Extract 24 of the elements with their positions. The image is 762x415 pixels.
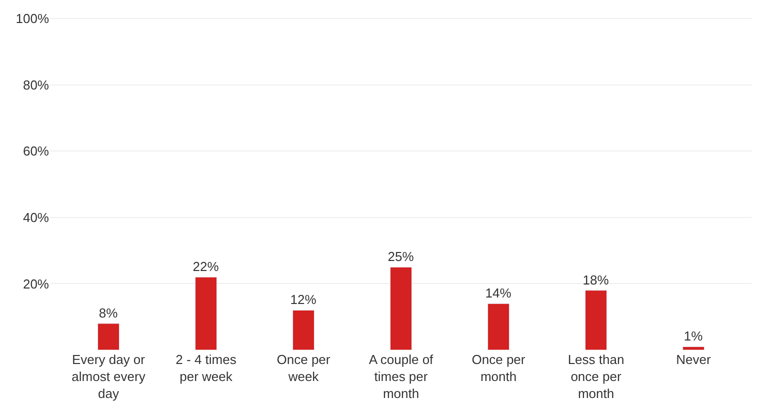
data-label: 12% [290, 292, 317, 308]
y-tick-label: 100% [16, 11, 50, 26]
x-tick-label: Once per month [472, 352, 526, 384]
bar [585, 290, 607, 350]
bar [682, 346, 704, 350]
y-tick-label: 40% [22, 210, 50, 225]
bar [292, 310, 314, 350]
data-label: 25% [388, 249, 414, 264]
data-label: 8% [98, 305, 118, 320]
x-tick-label: Never [676, 352, 712, 367]
x-tick-label: 2 - 4 times per week [176, 352, 237, 384]
y-tick-label: 80% [22, 77, 50, 92]
bar [98, 323, 120, 350]
x-tick-label: A couple of times per month [368, 352, 434, 401]
y-tick-label: 20% [22, 276, 50, 292]
x-tick-label: Once per week [276, 352, 331, 384]
x-tick-label: Every day or almost every day [72, 352, 146, 401]
y-tick-label: 60% [22, 144, 50, 159]
data-label: 18% [582, 272, 610, 288]
data-label: 22% [192, 259, 220, 274]
data-label: 14% [485, 286, 512, 301]
bar [488, 303, 510, 350]
x-tick-label: Less than once per month [568, 352, 624, 401]
data-label: 1% [684, 328, 704, 344]
